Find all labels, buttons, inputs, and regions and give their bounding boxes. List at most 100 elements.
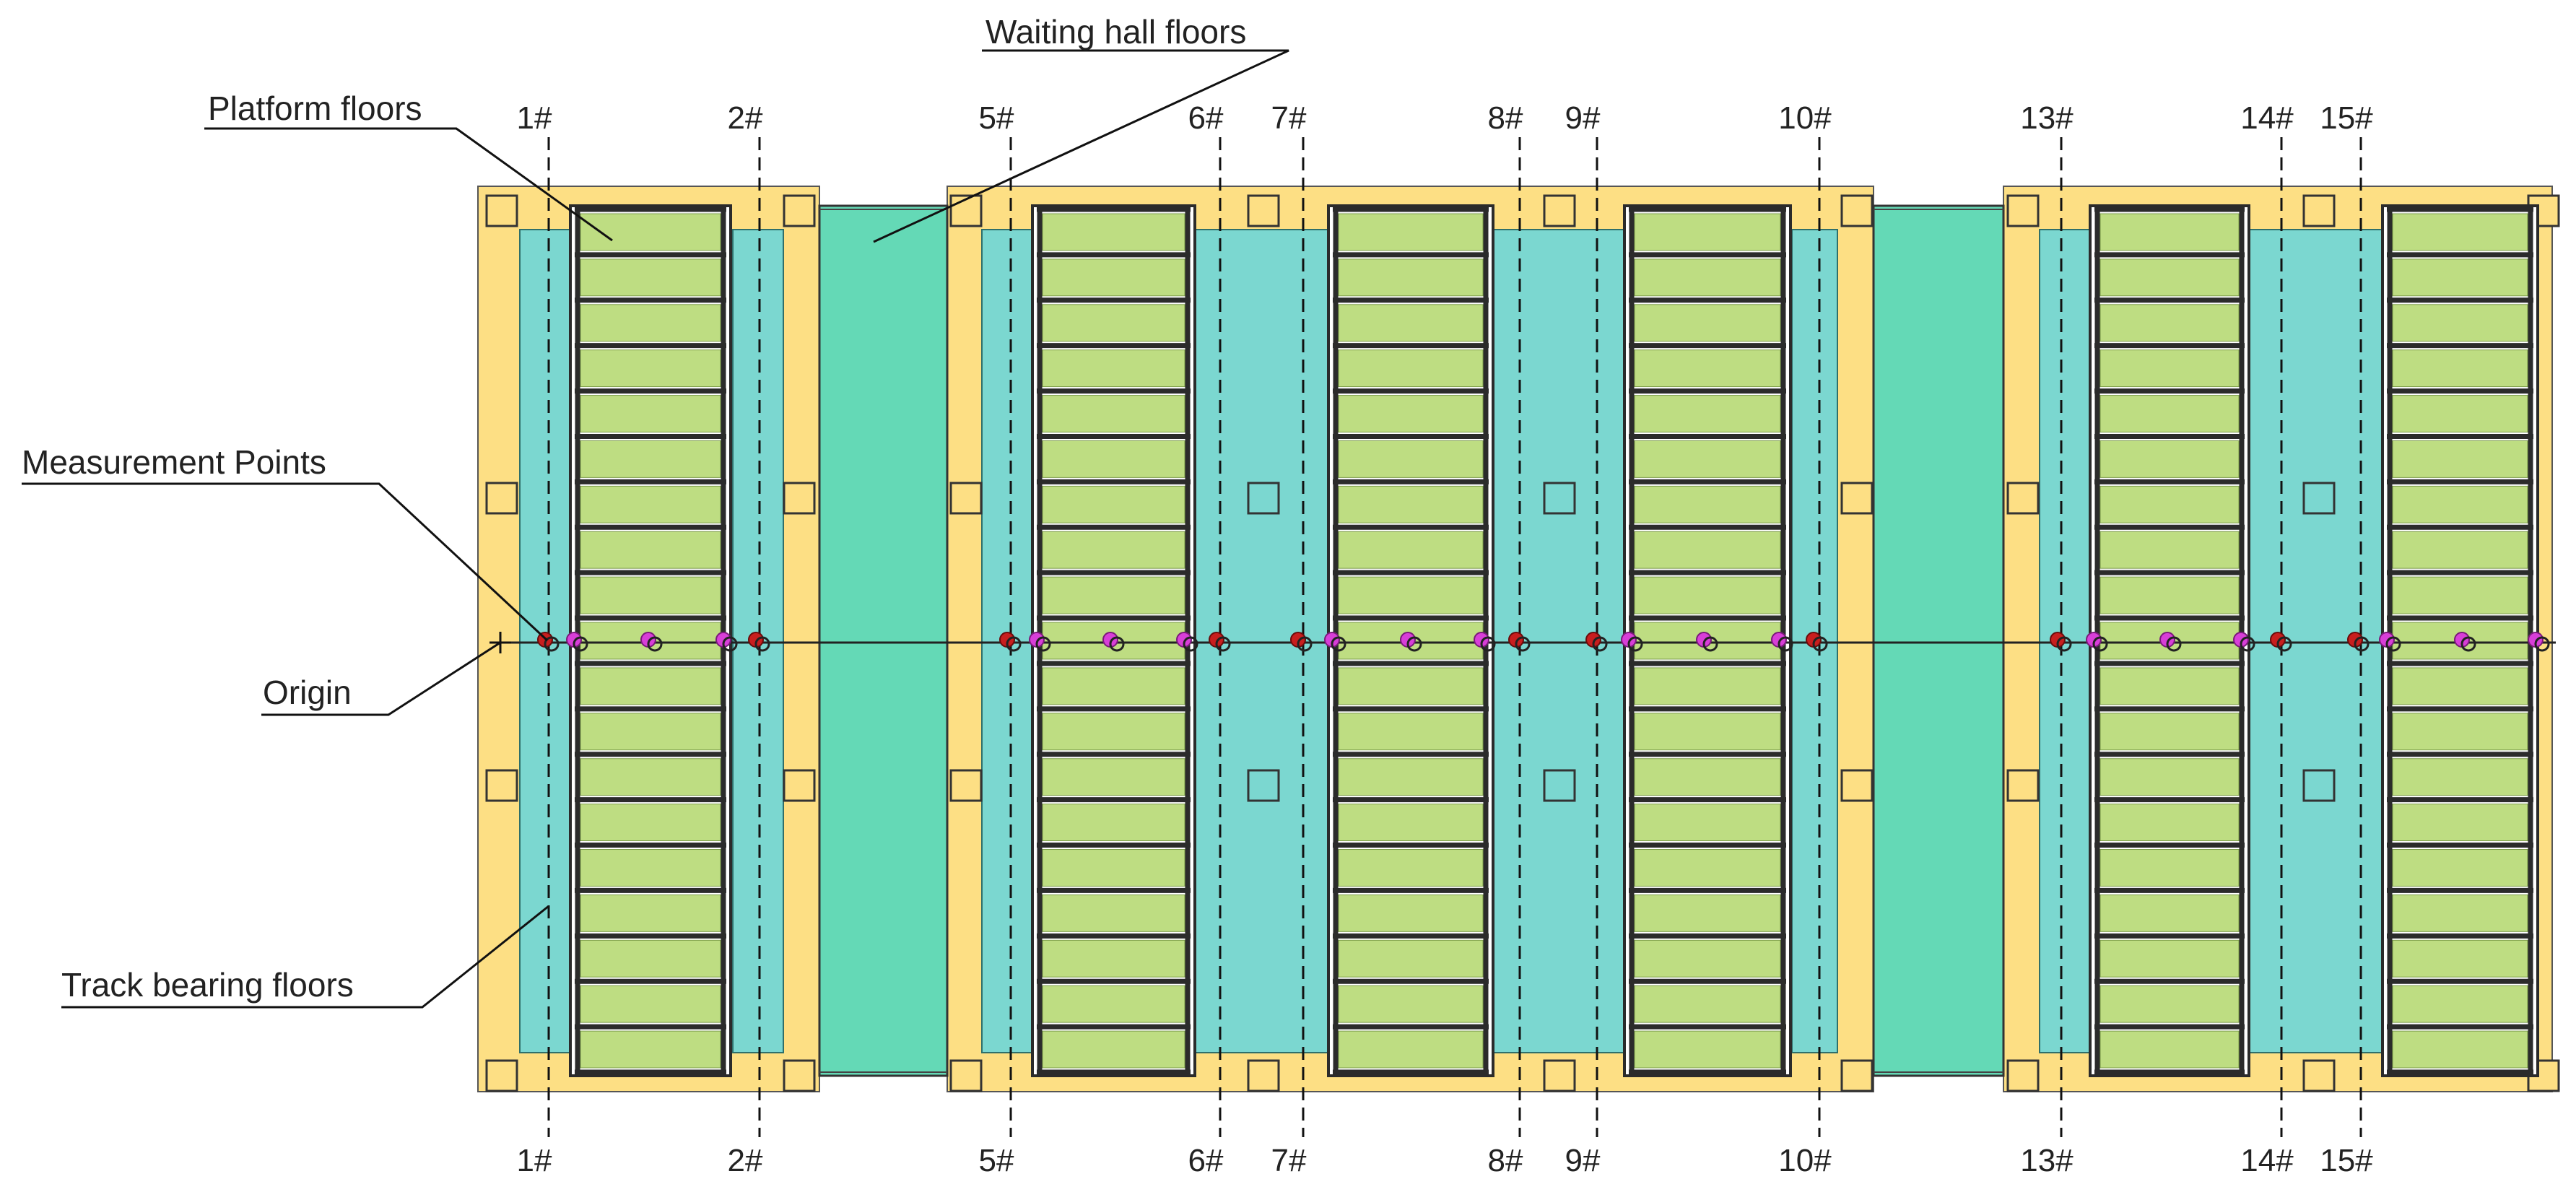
axis-label-top: 15# [2320,100,2373,136]
platform-slab [1338,485,1484,523]
platform-slab [1634,576,1781,614]
platform-slab [580,531,721,569]
platform-slab [1042,713,1185,751]
measurement-point-ring [1183,636,1198,652]
platform-slab [580,349,721,388]
platform-slab [1634,985,1781,1023]
platform-slab [1634,804,1781,842]
platform-slab [2392,939,2528,978]
platform-slab [2099,804,2240,842]
platform-slab [580,1030,721,1069]
axis-label-top: 14# [2240,100,2294,136]
platform-slab [1042,849,1185,887]
platform-slab [1634,531,1781,569]
platform-slab [1042,349,1185,388]
platform-slab [1338,804,1484,842]
platform-slab [1634,1030,1781,1069]
measurement-point-ring [1035,636,1051,652]
measurement-point-ring [1592,636,1608,652]
platform-slab [2099,894,2240,932]
platform-slab [2392,213,2528,251]
measurement-point-ring [647,636,663,652]
platform-slab [1634,258,1781,297]
platform-slab [580,985,721,1023]
axis-label-bottom: 10# [1778,1143,1832,1178]
platform-slab [2099,304,2240,342]
platform-slab [2099,395,2240,432]
platform-slab [1338,894,1484,932]
axis-label-bottom: 7# [1271,1143,1307,1178]
platform-slab [1634,667,1781,705]
axis-label-top: 7# [1271,100,1307,136]
column-block [2302,194,2336,227]
platform-slab [1338,667,1484,705]
origin-leader [261,641,501,716]
platform-slab [1042,985,1185,1023]
platform-slab [1042,1030,1185,1069]
platform-slab [1634,395,1781,432]
platform-slab [1338,304,1484,342]
platform-slab [2392,894,2528,932]
measurement-point-ring [1627,636,1643,652]
measurement-points-leader [22,482,549,642]
platform-slab [2392,258,2528,297]
column-block [2302,1059,2336,1092]
waiting-hall-floor-1 [818,204,949,1077]
platform-slab [1338,395,1484,432]
platform-slab [580,758,721,796]
platform-slab [1338,576,1484,614]
waiting-hall-floors-leader [873,49,1289,243]
column-block [1247,1059,1280,1092]
measurement-point-ring [1702,636,1718,652]
platform-slab [2392,485,2528,523]
platform-slab [2099,440,2240,478]
axis-label-top: 13# [2020,100,2074,136]
platform-slab [1338,213,1484,251]
platform-slab [2392,531,2528,569]
column-block [1840,482,1874,515]
platform-slab [1338,1030,1484,1069]
platform-slab [2099,667,2240,705]
measurement-point-ring [2354,636,2370,652]
measurement-point-group [537,632,2550,652]
platform-slab [580,304,721,342]
platform-slab [2392,440,2528,478]
measurement-point-ring [2460,636,2476,652]
platform-slab [1634,304,1781,342]
axis-line-group [547,137,2362,1137]
column-block [2006,194,2040,227]
measurement-point-ring [2276,636,2292,652]
platform-slab [2392,304,2528,342]
platform-slab [580,713,721,751]
column-block [485,194,518,227]
column-block [1543,769,1576,802]
waiting-hall-floors-label: Waiting hall floors [985,13,1246,51]
column-block [949,769,983,802]
axis-label-top: 9# [1565,100,1601,136]
platform-slab [2392,758,2528,796]
platform-slab [1338,531,1484,569]
measurement-point-ring [2056,636,2072,652]
axis-label-top: 1# [517,100,552,136]
platform-slab [2099,485,2240,523]
measurement-point-ring [2166,636,2182,652]
platform-slab [2392,395,2528,432]
platform-slab [1042,894,1185,932]
platform-slab [2392,804,2528,842]
platform-slab [1042,485,1185,523]
column-block [2302,482,2336,515]
column-block [1840,194,1874,227]
measurement-point-ring [1109,636,1125,652]
platform-slab [580,485,721,523]
axis-label-bottom: 9# [1565,1143,1601,1178]
platform-slab [580,804,721,842]
column-block [485,1059,518,1092]
column-block [1543,1059,1576,1092]
measurement-point-ring [2385,636,2401,652]
platform-slab [2392,349,2528,388]
platform-slab [1338,939,1484,978]
axis-label-top: 2# [728,100,763,136]
axis-label-bottom: 2# [728,1143,763,1178]
callout-group: Platform floors Waiting hall floors Meas… [22,13,1289,1009]
track-bearing-floors-leader [61,905,549,1009]
